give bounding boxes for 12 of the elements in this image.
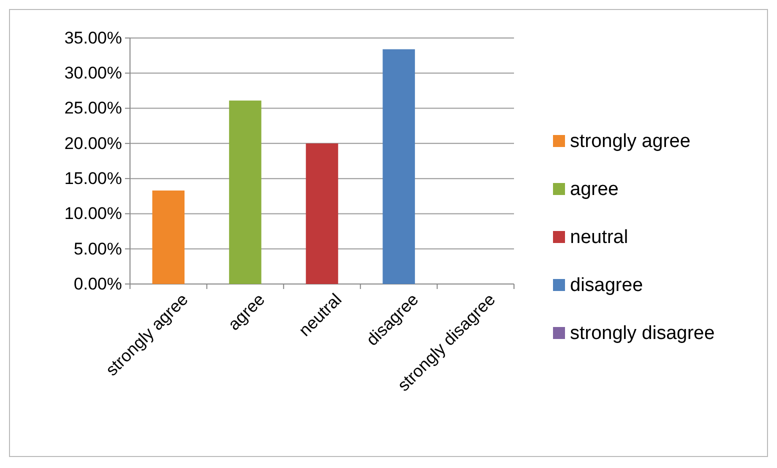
legend-label: strongly agree <box>570 131 690 152</box>
y-tick-label: 0.00% <box>74 274 122 294</box>
y-tick-label: 25.00% <box>64 98 122 118</box>
legend-label: agree <box>570 179 619 200</box>
y-tick-label: 35.00% <box>64 28 122 48</box>
y-tick-label: 15.00% <box>64 169 122 188</box>
legend-label: disagree <box>570 275 643 296</box>
y-tick-label: 30.00% <box>64 64 122 83</box>
y-tick-label: 20.00% <box>64 134 122 153</box>
y-tick-label: 5.00% <box>74 239 122 258</box>
legend-label: neutral <box>570 227 628 248</box>
y-tick-label: 10.00% <box>64 204 122 224</box>
